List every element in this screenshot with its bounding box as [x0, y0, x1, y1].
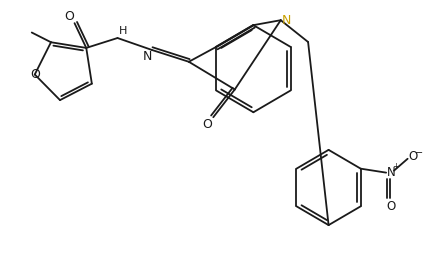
Text: −: − [415, 148, 424, 158]
Text: O: O [409, 150, 418, 163]
Text: +: + [393, 162, 399, 171]
Text: O: O [65, 10, 75, 23]
Text: N: N [282, 14, 291, 27]
Text: O: O [386, 200, 396, 213]
Text: N: N [387, 166, 396, 179]
Text: O: O [30, 68, 40, 81]
Text: N: N [143, 50, 153, 63]
Text: O: O [203, 118, 212, 131]
Text: H: H [119, 26, 128, 36]
